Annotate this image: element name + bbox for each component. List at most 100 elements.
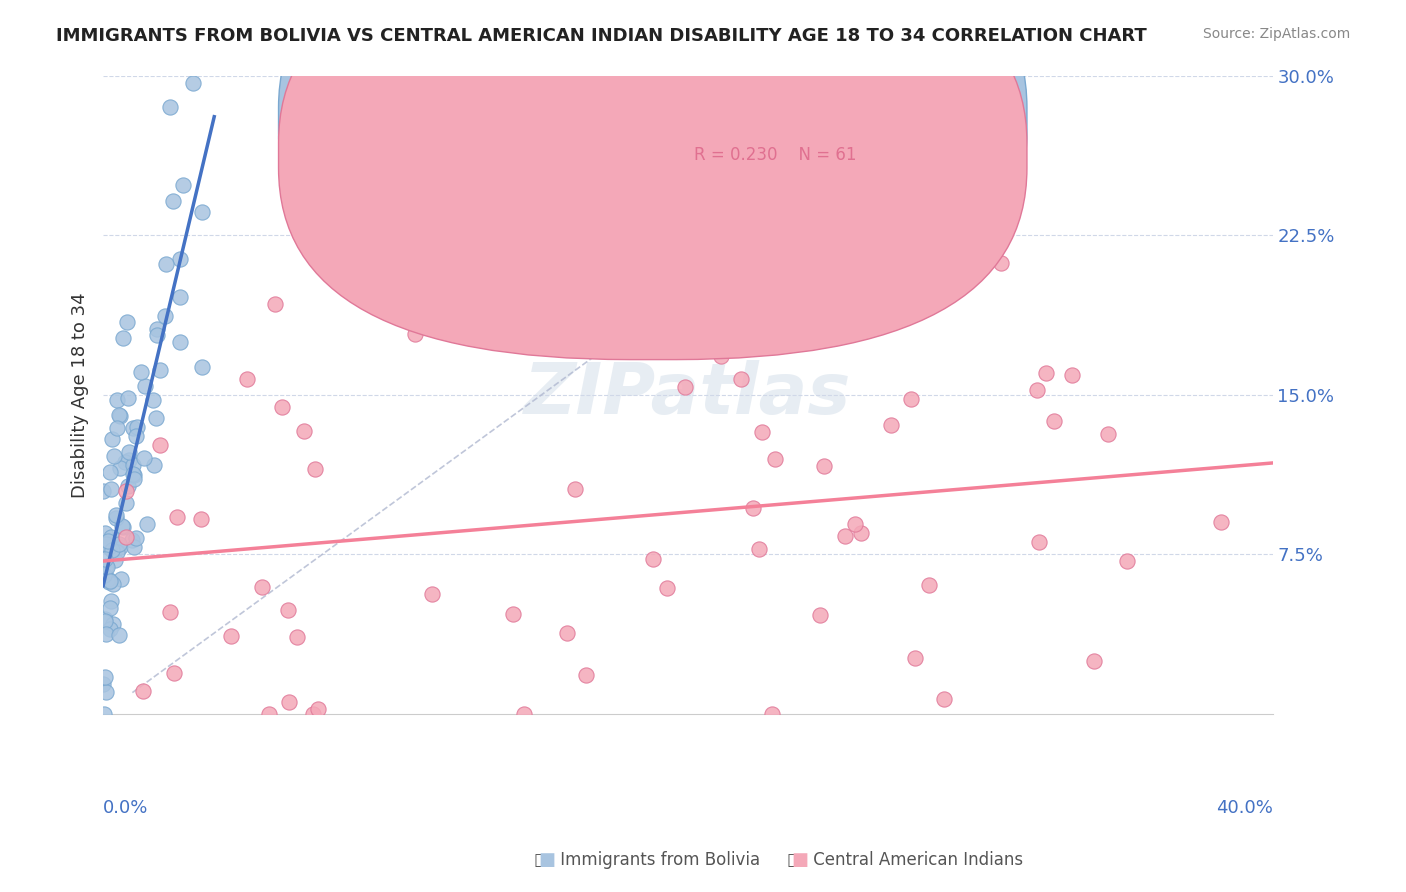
Point (98, 600, 121, 615)
Point (101, 577, 124, 591)
Point (904, 651, 927, 665)
Point (104, 552, 127, 566)
Point (114, 455, 136, 469)
Point (742, 501, 765, 516)
Point (191, 360, 214, 375)
Point (564, 482, 586, 496)
Point (122, 467, 145, 482)
Point (93, 706, 115, 721)
Point (100, 530, 122, 544)
Text: ■: ■ (538, 851, 555, 869)
Point (97, 572, 120, 586)
FancyBboxPatch shape (606, 111, 957, 197)
Point (127, 419, 149, 434)
Point (190, 205, 212, 219)
Point (134, 379, 156, 393)
Point (398, 257, 420, 271)
Point (1083, 654, 1105, 668)
Point (108, 540, 131, 554)
Point (105, 545, 128, 559)
Point (110, 518, 132, 533)
Point (149, 363, 172, 377)
Text: ZIPatlas: ZIPatlas (524, 360, 852, 429)
Point (884, 312, 907, 326)
Point (118, 453, 141, 467)
Point (103, 450, 125, 464)
Point (96, 536, 118, 550)
Point (105, 508, 128, 523)
Point (575, 667, 598, 681)
Point (1035, 366, 1057, 380)
Point (98, 574, 121, 589)
Point (145, 411, 167, 425)
Point (990, 256, 1012, 270)
Point (93, 552, 115, 566)
Text: □  Immigrants from Bolivia: □ Immigrants from Bolivia (534, 851, 761, 869)
Point (508, 285, 530, 300)
Text: R = 0.230    N = 61: R = 0.230 N = 61 (693, 146, 856, 164)
Point (146, 321, 169, 335)
FancyBboxPatch shape (278, 0, 1026, 359)
Point (121, 533, 143, 547)
Point (122, 458, 145, 472)
Point (851, 526, 873, 541)
Point (114, 496, 136, 510)
Point (159, 605, 181, 619)
Point (146, 328, 169, 343)
Point (98, 575, 121, 590)
Point (94, 670, 117, 684)
Y-axis label: Disability Age 18 to 34: Disability Age 18 to 34 (72, 292, 89, 498)
Point (142, 458, 165, 472)
FancyBboxPatch shape (278, 0, 1026, 325)
Point (94, 627, 117, 641)
Point (172, 178, 194, 192)
Point (250, 580, 273, 594)
Point (710, 349, 733, 363)
Point (108, 409, 131, 424)
Point (302, 706, 325, 721)
Point (142, 392, 165, 407)
Point (110, 461, 132, 475)
Point (1097, 426, 1119, 441)
Point (190, 512, 212, 526)
Point (730, 372, 752, 386)
Point (149, 438, 172, 452)
Point (100, 594, 122, 608)
Point (104, 541, 127, 555)
Point (117, 315, 139, 329)
Point (104, 510, 127, 524)
Point (105, 393, 128, 408)
Point (103, 617, 125, 632)
Text: 0.0%: 0.0% (103, 799, 149, 817)
Point (97, 534, 120, 549)
Point (93, 568, 115, 582)
Point (513, 706, 536, 721)
Point (181, 76, 204, 90)
Point (112, 331, 135, 345)
Point (129, 365, 152, 379)
Point (98, 541, 121, 555)
Point (105, 421, 128, 435)
Point (844, 516, 866, 531)
Point (271, 400, 294, 414)
Text: 40.0%: 40.0% (1216, 799, 1272, 817)
Point (96, 685, 118, 699)
Point (96, 537, 118, 551)
Point (98, 465, 121, 479)
Point (159, 100, 181, 114)
Point (555, 625, 578, 640)
Point (107, 536, 129, 550)
Point (155, 257, 177, 271)
Point (278, 695, 301, 709)
Point (834, 529, 856, 543)
Point (162, 194, 184, 209)
Point (657, 581, 679, 595)
Point (121, 421, 143, 435)
Point (124, 429, 146, 443)
Point (748, 541, 770, 556)
Point (117, 479, 139, 493)
Text: IMMIGRANTS FROM BOLIVIA VS CENTRAL AMERICAN INDIAN DISABILITY AGE 18 TO 34 CORRE: IMMIGRANTS FROM BOLIVIA VS CENTRAL AMERI… (56, 27, 1147, 45)
Point (673, 379, 696, 393)
Text: □  Central American Indians: □ Central American Indians (787, 851, 1024, 869)
Point (169, 290, 191, 304)
